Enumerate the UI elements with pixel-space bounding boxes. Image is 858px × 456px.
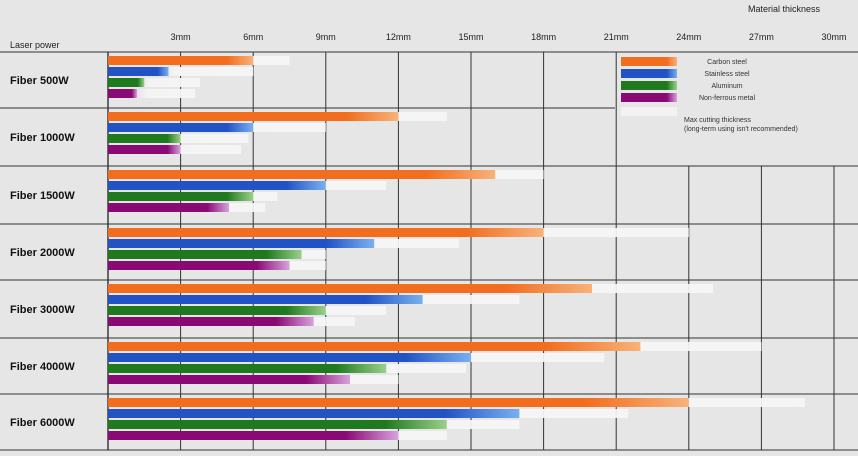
recommended-thickness-bar [108, 181, 326, 190]
recommended-thickness-bar [108, 295, 423, 304]
recommended-thickness-bar [108, 306, 326, 315]
recommended-thickness-bar [108, 284, 592, 293]
x-tick-label: 3mm [171, 32, 191, 42]
recommended-thickness-bar [108, 123, 254, 132]
x-tick-label: 27mm [749, 32, 774, 42]
legend-entry: Aluminum [711, 83, 742, 90]
recommended-thickness-bar [108, 145, 181, 154]
max-thickness-bar [108, 67, 254, 76]
recommended-thickness-bar [108, 431, 399, 440]
x-tick-label: 15mm [458, 32, 483, 42]
recommended-thickness-bar [108, 56, 254, 65]
legend: Carbon steel Stainless steel Aluminum Non-f… [621, 57, 798, 133]
y-axis-title: Laser power [10, 40, 60, 50]
recommended-thickness-bar [108, 134, 181, 143]
legend-swatch [621, 93, 677, 102]
row-label: Fiber 1500W [10, 190, 75, 202]
recommended-thickness-bar [108, 228, 544, 237]
row-labels: Fiber 500W Fiber 1000W Fiber 1500W Fiber 20… [10, 75, 75, 429]
legend-entry: Non-ferrous metal [699, 95, 755, 102]
recommended-thickness-bar [108, 398, 689, 407]
recommended-thickness-bar [108, 78, 145, 87]
recommended-thickness-bar [108, 364, 387, 373]
row-label: Fiber 500W [10, 75, 69, 87]
row-label: Fiber 2000W [10, 247, 75, 259]
recommended-thickness-bar [108, 192, 254, 201]
x-tick-label: 12mm [386, 32, 411, 42]
recommended-thickness-bar [108, 89, 138, 98]
row-label: Fiber 1000W [10, 132, 75, 144]
x-tick-label: 18mm [531, 32, 556, 42]
recommended-thickness-bar [108, 420, 447, 429]
max-thickness-bar [108, 89, 196, 98]
recommended-thickness-bar [108, 112, 399, 121]
legend-entry: Stainless steel [704, 71, 750, 78]
legend-max-label: Max cutting thickness [684, 117, 751, 124]
recommended-thickness-bar [108, 342, 641, 351]
recommended-thickness-bar [108, 353, 471, 362]
max-thickness-bar [108, 78, 200, 87]
legend-max-label: (long-term using isn't recommended) [684, 126, 798, 133]
recommended-thickness-bar [108, 239, 375, 248]
recommended-thickness-bar [108, 250, 302, 259]
x-tick-labels: 3mm 6mm 9mm 12mm 15mm 18mm 21mm 24mm 27mm 30mm [171, 32, 847, 42]
x-axis-title: Material thickness [748, 4, 821, 14]
legend-swatch [621, 57, 677, 66]
recommended-thickness-bar [108, 375, 350, 384]
legend-swatch [621, 81, 677, 90]
recommended-thickness-bar [108, 67, 169, 76]
x-tick-label: 24mm [676, 32, 701, 42]
recommended-thickness-bar [108, 203, 229, 212]
recommended-thickness-bar [108, 261, 290, 270]
legend-swatch [621, 69, 677, 78]
recommended-thickness-bar [108, 409, 520, 418]
legend-entry: Carbon steel [707, 59, 747, 66]
recommended-thickness-bar [108, 170, 496, 179]
x-tick-label: 6mm [243, 32, 263, 42]
row-label: Fiber 4000W [10, 361, 75, 373]
row-label: Fiber 6000W [10, 417, 75, 429]
x-tick-label: 9mm [316, 32, 336, 42]
x-tick-label: 30mm [821, 32, 846, 42]
x-tick-label: 21mm [604, 32, 629, 42]
bar-groups [108, 56, 805, 440]
row-label: Fiber 3000W [10, 304, 75, 316]
legend-max-swatch [621, 107, 677, 116]
recommended-thickness-bar [108, 317, 314, 326]
